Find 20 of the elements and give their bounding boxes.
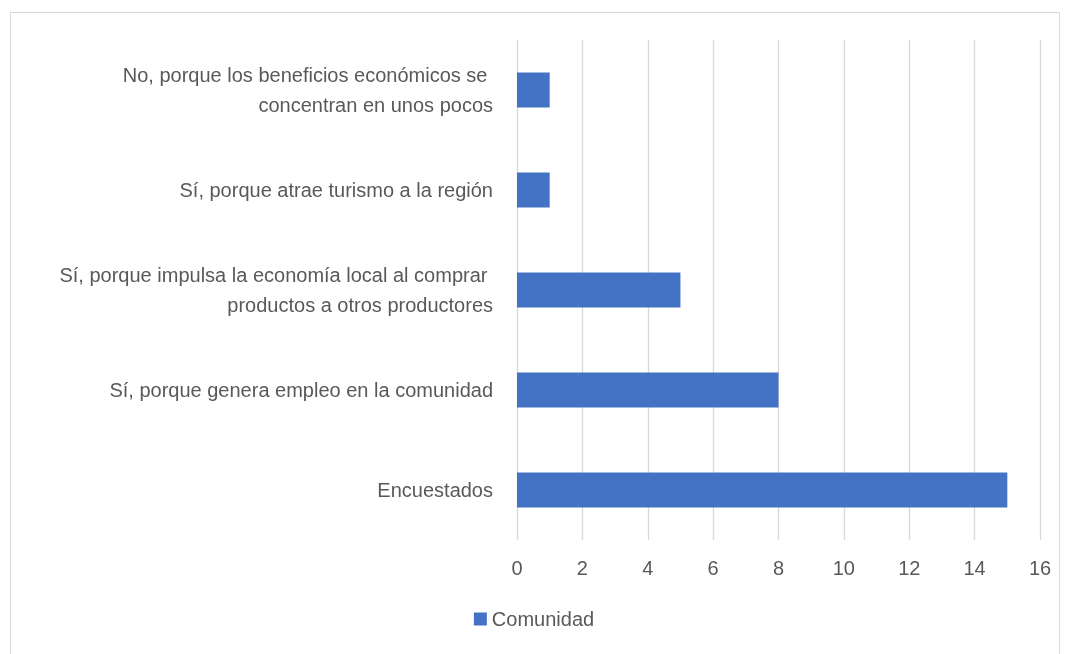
y-tick-label: Sí, porque atrae turismo a la región bbox=[179, 179, 493, 201]
x-tick-label: 12 bbox=[898, 557, 921, 579]
x-tick-label: 10 bbox=[832, 557, 855, 579]
bar bbox=[517, 172, 550, 208]
legend-label: Comunidad bbox=[491, 608, 595, 630]
x-tick-label: 4 bbox=[642, 557, 654, 579]
x-tick-label: 8 bbox=[772, 557, 785, 579]
y-tick-label: Sí, porque impulsa la economía local al comprar productos a otros productores bbox=[59, 264, 493, 316]
bar bbox=[517, 72, 550, 108]
x-tick-label: 0 bbox=[511, 557, 523, 579]
bar bbox=[517, 372, 779, 408]
bar bbox=[517, 472, 1008, 508]
x-tick-label: 6 bbox=[707, 557, 719, 579]
y-tick-label: Encuestados bbox=[377, 479, 493, 501]
x-tick-label: 16 bbox=[1028, 557, 1052, 579]
x-tick-label: 2 bbox=[576, 557, 588, 579]
bar bbox=[517, 272, 681, 308]
y-tick-label: No, porque los beneficios económicos se concentran en unos pocos bbox=[122, 64, 493, 116]
x-tick-label: 14 bbox=[963, 557, 986, 579]
y-tick-label: Sí, porque genera empleo en la comunidad bbox=[109, 379, 493, 401]
